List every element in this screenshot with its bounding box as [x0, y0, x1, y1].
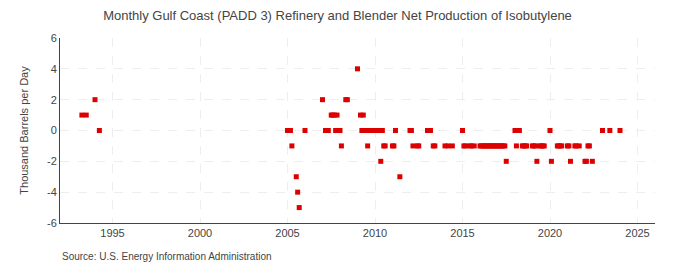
svg-text:0: 0: [51, 124, 57, 136]
svg-text:4: 4: [51, 63, 57, 75]
svg-text:-2: -2: [47, 155, 57, 167]
svg-text:2015: 2015: [450, 227, 474, 239]
svg-text:2025: 2025: [625, 227, 649, 239]
svg-text:6: 6: [51, 32, 57, 44]
svg-text:Source: U.S. Energy Informatio: Source: U.S. Energy Information Administ…: [62, 251, 272, 262]
svg-text:2020: 2020: [538, 227, 562, 239]
svg-text:2000: 2000: [188, 227, 212, 239]
svg-text:2005: 2005: [275, 227, 299, 239]
svg-text:2: 2: [51, 94, 57, 106]
svg-text:Monthly Gulf Coast (PADD 3) Re: Monthly Gulf Coast (PADD 3) Refinery and…: [103, 8, 572, 23]
svg-text:1995: 1995: [100, 227, 124, 239]
svg-text:2010: 2010: [363, 227, 387, 239]
svg-text:-4: -4: [47, 186, 57, 198]
svg-text:Thousand Barrels per Day: Thousand Barrels per Day: [18, 66, 30, 195]
svg-text:-6: -6: [47, 217, 57, 229]
